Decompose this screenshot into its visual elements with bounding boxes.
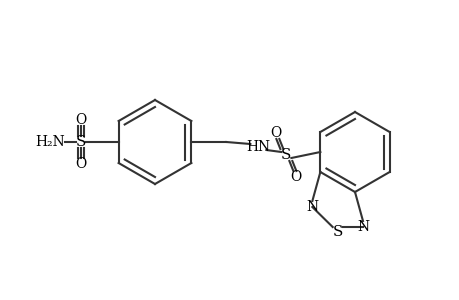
Text: S: S: [332, 225, 342, 239]
Text: O: O: [290, 170, 302, 184]
Text: H₂N: H₂N: [36, 135, 65, 149]
Text: O: O: [270, 126, 281, 140]
Text: S: S: [75, 135, 86, 149]
Text: O: O: [75, 113, 86, 127]
Text: N: N: [356, 220, 368, 234]
Text: HN: HN: [246, 140, 270, 154]
Text: N: N: [306, 200, 318, 214]
Text: S: S: [280, 148, 291, 162]
Text: O: O: [75, 157, 86, 171]
